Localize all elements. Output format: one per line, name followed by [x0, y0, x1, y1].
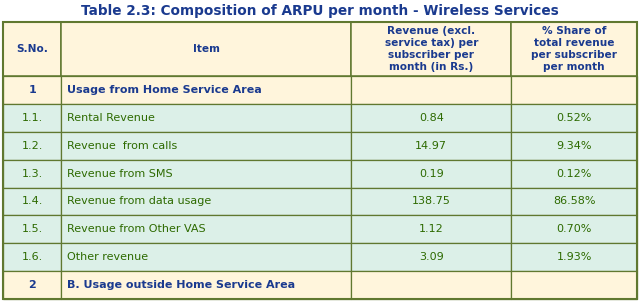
Text: Usage from Home Service Area: Usage from Home Service Area — [67, 85, 262, 95]
Bar — [351, 188, 511, 216]
Text: 0.12%: 0.12% — [557, 169, 592, 178]
Bar — [3, 76, 61, 104]
Text: 1.2.: 1.2. — [22, 141, 43, 151]
Bar — [3, 188, 61, 216]
Text: 1.1.: 1.1. — [22, 113, 43, 123]
Bar — [351, 132, 511, 160]
Text: B. Usage outside Home Service Area: B. Usage outside Home Service Area — [67, 280, 295, 290]
Bar — [61, 271, 351, 299]
Bar — [351, 160, 511, 188]
Text: 1.12: 1.12 — [419, 224, 444, 234]
Text: Rental Revenue: Rental Revenue — [67, 113, 155, 123]
Bar — [3, 216, 61, 243]
Bar — [3, 243, 61, 271]
Text: 3.09: 3.09 — [419, 252, 444, 262]
Bar — [511, 160, 637, 188]
Bar — [351, 22, 511, 76]
Bar — [351, 216, 511, 243]
Bar — [351, 271, 511, 299]
Text: 1.4.: 1.4. — [22, 197, 43, 206]
Bar — [3, 104, 61, 132]
Bar — [3, 132, 61, 160]
Bar — [3, 271, 61, 299]
Bar — [61, 104, 351, 132]
Text: % Share of
total revenue
per subscriber
per month: % Share of total revenue per subscriber … — [531, 26, 617, 72]
Text: 1.93%: 1.93% — [557, 252, 592, 262]
Bar — [351, 76, 511, 104]
Bar — [61, 216, 351, 243]
Text: 1.5.: 1.5. — [22, 224, 43, 234]
Text: 9.34%: 9.34% — [557, 141, 592, 151]
Text: 1.3.: 1.3. — [22, 169, 43, 178]
Text: Revenue from data usage: Revenue from data usage — [67, 197, 211, 206]
Bar — [511, 76, 637, 104]
Text: 86.58%: 86.58% — [553, 197, 595, 206]
Text: 2: 2 — [28, 280, 36, 290]
Text: 1.6.: 1.6. — [22, 252, 43, 262]
Text: 14.97: 14.97 — [415, 141, 447, 151]
Bar — [61, 243, 351, 271]
Bar — [61, 160, 351, 188]
Text: Revenue (excl.
service tax) per
subscriber per
month (in Rs.): Revenue (excl. service tax) per subscrib… — [385, 26, 478, 72]
Text: 0.84: 0.84 — [419, 113, 444, 123]
Text: 0.52%: 0.52% — [557, 113, 592, 123]
Bar — [511, 216, 637, 243]
Text: Revenue from Other VAS: Revenue from Other VAS — [67, 224, 205, 234]
Text: 0.19: 0.19 — [419, 169, 444, 178]
Text: 0.70%: 0.70% — [557, 224, 592, 234]
Bar — [61, 132, 351, 160]
Bar — [511, 243, 637, 271]
Text: S.No.: S.No. — [16, 44, 48, 54]
Bar — [3, 160, 61, 188]
Bar — [511, 271, 637, 299]
Bar — [511, 104, 637, 132]
Text: 138.75: 138.75 — [412, 197, 451, 206]
Text: Other revenue: Other revenue — [67, 252, 148, 262]
Bar — [511, 188, 637, 216]
Bar — [351, 243, 511, 271]
Bar — [61, 188, 351, 216]
Bar — [511, 22, 637, 76]
Bar — [3, 22, 61, 76]
Text: Item: Item — [193, 44, 220, 54]
Bar — [61, 22, 351, 76]
Bar — [61, 76, 351, 104]
Text: Revenue  from calls: Revenue from calls — [67, 141, 177, 151]
Bar — [511, 132, 637, 160]
Text: Table 2.3: Composition of ARPU per month - Wireless Services: Table 2.3: Composition of ARPU per month… — [81, 4, 559, 18]
Bar — [351, 104, 511, 132]
Text: Revenue from SMS: Revenue from SMS — [67, 169, 173, 178]
Text: 1: 1 — [28, 85, 36, 95]
